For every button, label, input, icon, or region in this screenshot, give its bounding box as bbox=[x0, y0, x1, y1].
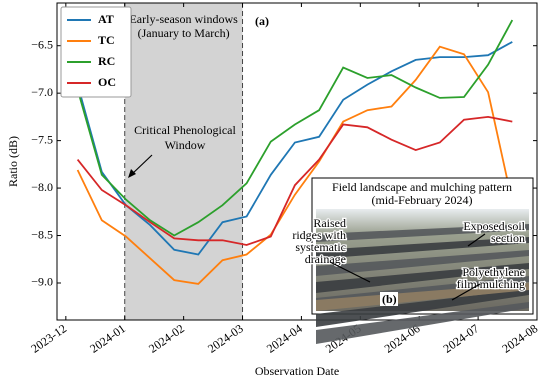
y-tick-label: −7.0 bbox=[31, 85, 53, 99]
critical-label: Critical Phenological bbox=[134, 123, 236, 137]
x-tick-label: 2024-04 bbox=[264, 321, 305, 355]
legend-label: OC bbox=[98, 75, 116, 89]
series-line bbox=[76, 115, 513, 246]
legend-box bbox=[60, 6, 132, 98]
inset-label: systematic bbox=[295, 240, 346, 254]
y-tick-label: −8.5 bbox=[31, 227, 53, 241]
y-tick-label: −8.0 bbox=[31, 180, 53, 194]
inset-title: Field landscape and mulching pattern bbox=[332, 180, 512, 194]
arrow-head bbox=[128, 169, 136, 178]
inset-arrow bbox=[451, 283, 481, 301]
inset-label: Polyethylene bbox=[462, 265, 525, 279]
y-tick-label: −9.0 bbox=[31, 275, 53, 289]
legend-label: TC bbox=[98, 33, 115, 47]
inset-label: film mulching bbox=[457, 277, 525, 291]
inset-label: ridges with bbox=[292, 228, 346, 242]
film-row bbox=[316, 302, 529, 344]
window-title: Early-season windows bbox=[129, 12, 238, 26]
x-tick-label: 2023-12 bbox=[28, 321, 69, 355]
inset: Field landscape and mulching pattern(mid… bbox=[291, 177, 534, 344]
window-title: (January to March) bbox=[138, 26, 230, 40]
x-tick-label: 2024-03 bbox=[205, 321, 246, 355]
film-row bbox=[316, 250, 529, 276]
arrow bbox=[130, 154, 153, 176]
film-row bbox=[316, 289, 529, 327]
legend: AT TC RC OC bbox=[60, 6, 132, 98]
x-tick-label: 2024-01 bbox=[87, 321, 128, 355]
shaded-window bbox=[124, 3, 243, 320]
inset-label: Exposed soil bbox=[463, 219, 525, 233]
inset-title: (mid-February 2024) bbox=[372, 193, 473, 207]
legend-label: AT bbox=[98, 12, 114, 26]
legend-label: RC bbox=[98, 54, 115, 68]
inset-arrow bbox=[329, 261, 371, 283]
label-bg bbox=[380, 292, 398, 306]
film-row bbox=[316, 263, 529, 293]
inset-label: section bbox=[491, 231, 525, 245]
inset-label: drainage bbox=[305, 252, 346, 266]
film-row bbox=[316, 237, 529, 259]
y-axis-label: Ratio (dB) bbox=[6, 136, 20, 187]
x-tick-label: 2024-08 bbox=[500, 321, 541, 355]
series-line bbox=[76, 45, 514, 285]
plot-frame bbox=[56, 2, 538, 321]
soil-strip bbox=[316, 283, 529, 311]
critical-label: Window bbox=[165, 138, 206, 152]
y-tick-label: −7.5 bbox=[31, 132, 53, 146]
series-line bbox=[76, 19, 514, 237]
film-row bbox=[316, 224, 529, 242]
panel-label: (a) bbox=[255, 14, 269, 28]
x-axis-label: Observation Date bbox=[255, 364, 339, 378]
y-tick-label: −6.5 bbox=[31, 37, 53, 51]
inset-label: Raised bbox=[313, 216, 346, 230]
panel-label: (b) bbox=[382, 292, 397, 306]
inset-arrow bbox=[467, 233, 486, 247]
x-tick-label: 2024-02 bbox=[146, 321, 187, 355]
x-tick-label: 2024-07 bbox=[441, 321, 482, 355]
series-line bbox=[76, 41, 513, 256]
